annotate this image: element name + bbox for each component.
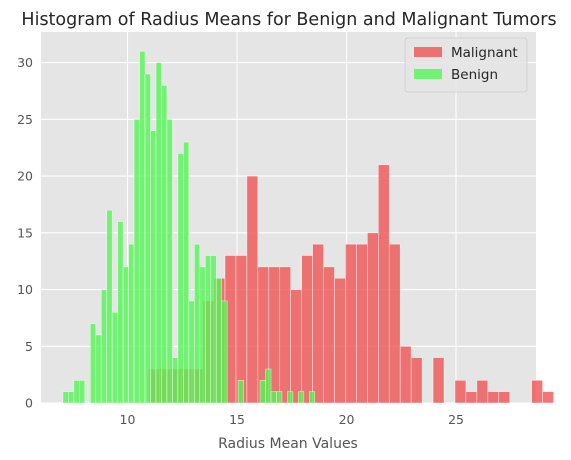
y-tick-label: 15	[17, 225, 33, 240]
malignant-bar	[542, 391, 554, 404]
benign-bar	[270, 391, 277, 404]
benign-bar	[155, 62, 162, 404]
malignant-bar	[531, 380, 543, 404]
benign-bar	[133, 119, 140, 404]
malignant-bar	[465, 391, 478, 404]
malignant-bar	[246, 175, 259, 404]
benign-bar	[265, 368, 272, 404]
chart-title: Histogram of Radius Means for Benign and…	[21, 10, 556, 30]
malignant-bar	[312, 243, 324, 404]
benign-bar	[221, 300, 228, 404]
x-tick-label: 15	[229, 412, 245, 427]
benign-bar	[95, 334, 102, 404]
y-tick-label: 10	[17, 282, 33, 297]
benign-bar	[259, 380, 266, 404]
benign-bar	[309, 391, 316, 404]
benign-bar	[139, 50, 146, 404]
benign-bar	[122, 266, 129, 404]
tick-labels: 10 15 20 25 0 5 10 15 20 25 30	[17, 55, 464, 427]
benign-bar	[100, 289, 108, 404]
malignant-bar	[356, 243, 368, 404]
malignant-bar	[498, 391, 511, 404]
benign-bar	[68, 391, 75, 404]
x-tick-label: 10	[120, 412, 136, 427]
bars	[62, 50, 554, 404]
benign-bar	[79, 380, 86, 404]
malignant-bar	[279, 266, 291, 404]
x-axis-label: Radius Mean Values	[218, 436, 358, 452]
legend-label-malignant: Malignant	[451, 45, 518, 61]
y-tick-label: 5	[25, 339, 33, 354]
benign-bar	[161, 85, 168, 404]
y-tick-label: 25	[17, 112, 33, 127]
malignant-bar	[345, 243, 357, 404]
benign-bar	[106, 209, 113, 404]
benign-bar	[215, 277, 222, 404]
malignant-bar	[334, 277, 346, 404]
legend-swatch-benign	[414, 69, 442, 79]
benign-bar	[62, 391, 69, 404]
malignant-bar	[367, 232, 379, 404]
legend: Malignant Benign	[404, 37, 528, 93]
benign-bar	[194, 243, 201, 404]
y-tick-label: 0	[25, 396, 33, 411]
malignant-bar	[323, 266, 335, 404]
legend-label-benign: Benign	[451, 67, 498, 83]
benign-bar	[73, 380, 80, 404]
benign-bar	[237, 380, 244, 404]
malignant-bar	[410, 357, 423, 404]
malignant-bar	[388, 243, 401, 404]
benign-bar	[128, 243, 135, 404]
benign-bar	[188, 300, 195, 404]
benign-bar	[117, 221, 124, 404]
malignant-bar	[487, 391, 500, 404]
benign-bar	[210, 255, 217, 404]
malignant-bar	[290, 289, 302, 404]
benign-bar	[111, 311, 118, 404]
y-tick-label: 20	[17, 169, 33, 184]
malignant-bar	[432, 357, 445, 404]
benign-bar	[177, 153, 184, 404]
malignant-bar	[378, 164, 390, 404]
x-tick-label: 20	[339, 412, 355, 427]
benign-bar	[166, 119, 173, 404]
benign-bar	[172, 357, 179, 404]
benign-bar	[204, 255, 212, 404]
benign-bar	[298, 391, 305, 404]
benign-bar	[276, 391, 283, 404]
x-tick-label: 25	[448, 412, 464, 427]
malignant-bar	[399, 345, 412, 404]
benign-bar	[144, 73, 151, 404]
y-tick-label: 30	[17, 55, 33, 70]
malignant-bar	[454, 380, 467, 404]
malignant-bar	[476, 380, 489, 404]
benign-bar	[199, 266, 206, 404]
legend-swatch-malignant	[414, 47, 442, 57]
benign-bar	[150, 130, 157, 404]
malignant-bar	[301, 255, 313, 404]
benign-bar	[89, 323, 97, 404]
benign-bar	[287, 391, 294, 404]
benign-bar	[183, 141, 190, 404]
